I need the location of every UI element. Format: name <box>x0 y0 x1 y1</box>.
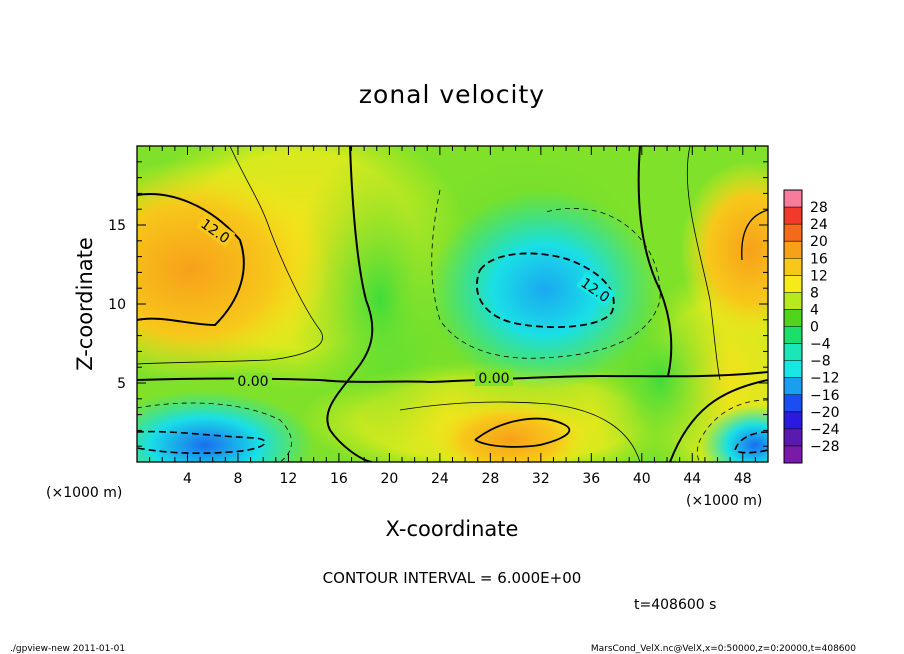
colorbar-label: −28 <box>810 439 840 455</box>
colorbar-segment <box>784 207 802 225</box>
footer-right: MarsCond_VelX.nc@VelX,x=0:50000,z=0:2000… <box>591 644 856 654</box>
x-tick-label: 20 <box>380 471 398 487</box>
colorbar-segment <box>784 190 802 208</box>
colorbar-label: 0 <box>810 320 819 336</box>
x-tick-label: 44 <box>683 471 701 487</box>
colorbar-segment <box>784 343 802 362</box>
x-axis-ticks: 4 8 12 16 20 24 28 32 36 40 44 48 <box>149 146 756 487</box>
x-unit-label-left: (×1000 m) <box>46 485 122 501</box>
colorbar-segment <box>784 224 802 242</box>
colorbar <box>783 189 803 464</box>
chart-title: zonal velocity <box>359 80 545 109</box>
colorbar-segment <box>784 428 802 447</box>
y-tick-label: 10 <box>108 297 126 313</box>
colorbar-label: −4 <box>810 337 831 353</box>
colorbar-segment <box>784 445 802 464</box>
colorbar-segment <box>784 275 802 293</box>
colorbar-segment <box>784 258 802 276</box>
colorbar-label: 20 <box>810 234 828 250</box>
x-tick-label: 4 <box>183 471 192 487</box>
contour-label: 0.00 <box>237 374 268 390</box>
colorbar-segment <box>784 411 802 430</box>
x-tick-label: 32 <box>532 471 550 487</box>
contour-label: 0.00 <box>478 371 509 387</box>
time-label: t=408600 s <box>634 597 716 613</box>
colorbar-segment <box>784 360 802 379</box>
y-axis-label: Z-coordinate <box>73 237 97 371</box>
footer-left: ./gpview-new 2011-01-01 <box>10 644 125 654</box>
colorbar-segment <box>784 377 802 396</box>
colorbar-segment <box>784 241 802 259</box>
colorbar-label: 28 <box>810 200 828 216</box>
x-tick-label: 12 <box>280 471 298 487</box>
colorbar-label: 16 <box>810 251 828 267</box>
colorbar-segment <box>784 309 802 327</box>
colorbar-label: 24 <box>810 217 828 233</box>
colorbar-label: 8 <box>810 285 819 301</box>
x-tick-label: 16 <box>330 471 348 487</box>
x-tick-label: 28 <box>481 471 499 487</box>
x-tick-label: 40 <box>633 471 651 487</box>
colorbar-label: −12 <box>810 371 840 387</box>
contour-interval-text: CONTOUR INTERVAL = 6.000E+00 <box>323 569 582 587</box>
colorbar-label: −24 <box>810 422 840 438</box>
colorbar-segment <box>784 394 802 413</box>
x-tick-label: 36 <box>582 471 600 487</box>
heatmap-field <box>137 146 768 462</box>
colorbar-label: −16 <box>810 388 840 404</box>
y-tick-label: 15 <box>108 218 126 234</box>
x-axis-label: X-coordinate <box>386 517 519 541</box>
contour-lines <box>137 146 768 462</box>
x-tick-label: 24 <box>431 471 449 487</box>
colorbar-segment <box>784 292 802 310</box>
x-unit-label-right: (×1000 m) <box>686 493 762 509</box>
x-tick-label: 48 <box>734 471 752 487</box>
y-axis-ticks: 5 10 15 <box>108 161 768 447</box>
colorbar-label: −8 <box>810 354 831 370</box>
x-tick-label: 8 <box>233 471 242 487</box>
colorbar-segment <box>784 326 802 345</box>
colorbar-label: 4 <box>810 302 819 318</box>
y-tick-label: 5 <box>117 376 126 392</box>
colorbar-label: 12 <box>810 268 828 284</box>
colorbar-label: −20 <box>810 405 840 421</box>
